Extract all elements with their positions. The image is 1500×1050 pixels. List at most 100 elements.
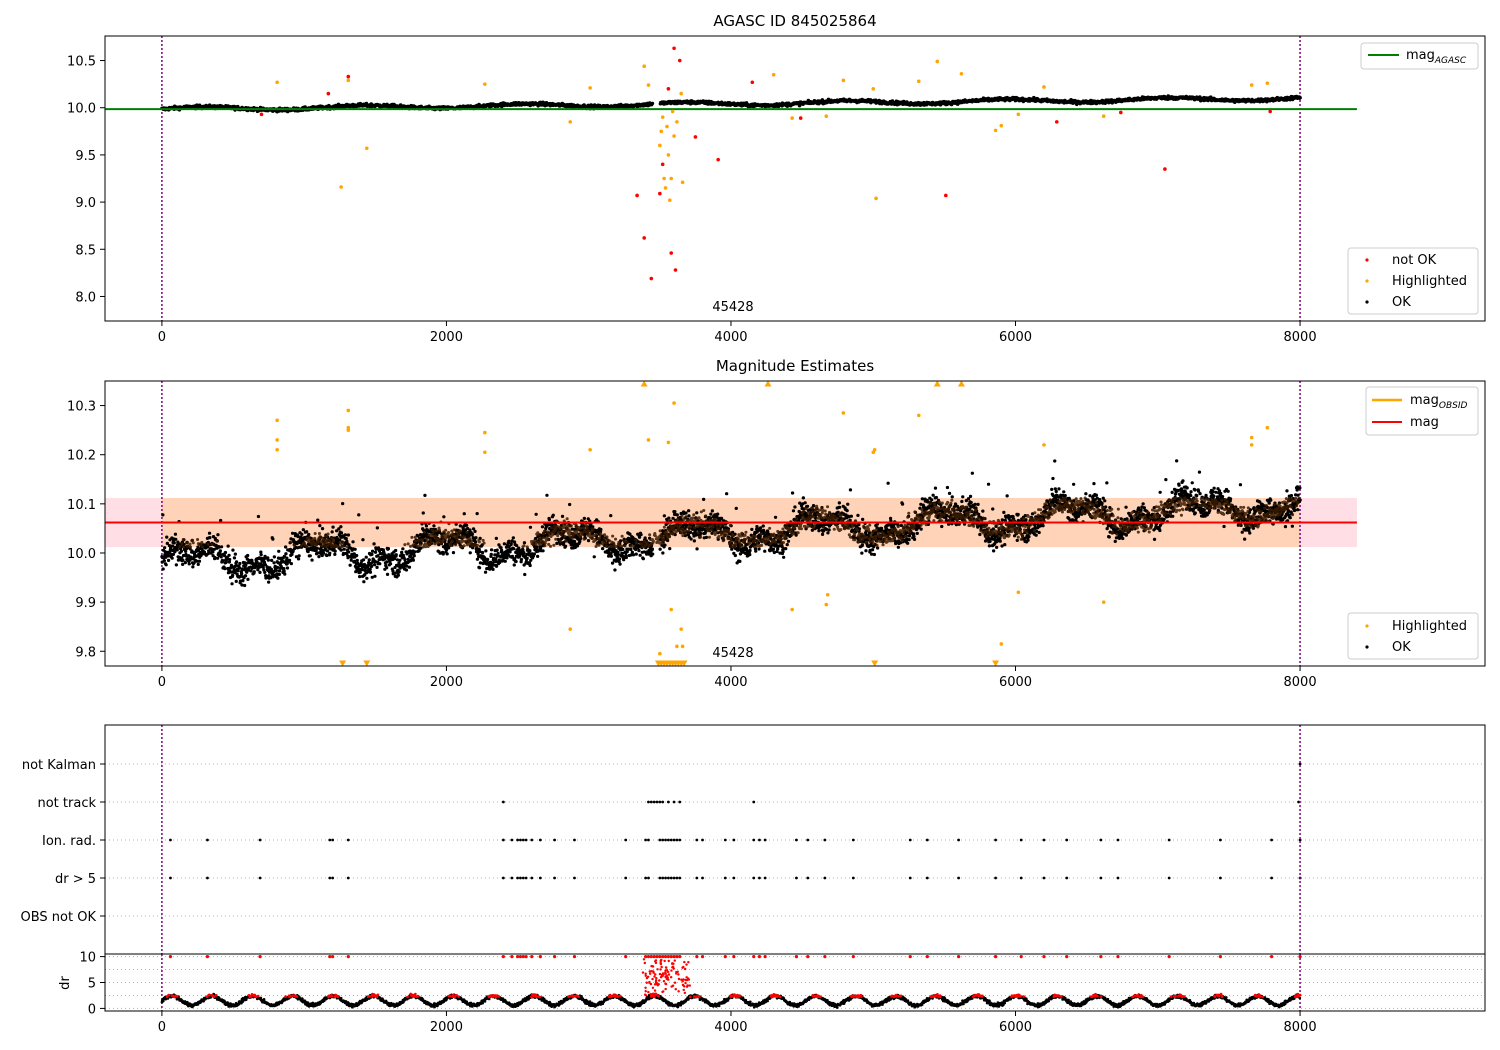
data-point [669, 251, 674, 255]
data-point [669, 607, 674, 612]
flag-point [752, 838, 756, 842]
data-point [764, 380, 772, 387]
legend2-highlighted-marker [1365, 624, 1369, 628]
data-point [483, 450, 487, 455]
data-point [823, 954, 827, 959]
ok-points-in-band [178, 496, 1301, 549]
flag-point [806, 838, 810, 842]
x-tick-label: 8000 [1284, 330, 1317, 345]
data-point [680, 644, 685, 649]
flag-point [723, 838, 727, 842]
x-tick-label: 2000 [430, 330, 463, 345]
panel-flags-plot [105, 725, 1485, 954]
flag-points-not-kalman [1298, 762, 1302, 766]
flag-label: Ion. rad. [42, 834, 96, 849]
data-point [1016, 112, 1021, 117]
flag-point [1116, 838, 1120, 842]
flag-point [649, 800, 653, 804]
data-point [646, 954, 651, 959]
panel-agasc-legend-mag: magAGASC [1360, 42, 1479, 70]
x-tick-label: 6000 [999, 1020, 1032, 1035]
data-point [275, 447, 279, 452]
flag-point [346, 876, 350, 880]
x-tick-label: 2000 [430, 675, 463, 690]
y-tick-label: 9.9 [75, 596, 96, 611]
flag-point [206, 838, 209, 842]
panel-agasc-ticks: 8.0 8.5 9.0 9.5 10.0 10.5 0 2000 4000 6000 8000 [67, 55, 1317, 345]
data-point [655, 954, 659, 959]
data-point [680, 180, 685, 185]
flag-point [701, 838, 704, 842]
data-point [824, 602, 829, 607]
flag-point [732, 876, 736, 880]
flag-points-not-track [501, 800, 1301, 804]
legend2-ok-marker [1365, 645, 1369, 649]
flag-point [994, 876, 997, 880]
data-point [328, 954, 332, 959]
flag-point [501, 876, 505, 880]
flag-point [1218, 876, 1222, 880]
dr-saturated-points [168, 954, 1302, 959]
data-point [806, 954, 810, 959]
flag-point [675, 876, 679, 880]
flag-point [538, 876, 542, 880]
flag-points-ion-rad- [169, 838, 1302, 842]
panel-dr-plot [105, 954, 1485, 1011]
data-point [515, 954, 520, 959]
dr-scatter-points [641, 958, 691, 997]
panel-magnitude-frame [104, 380, 1486, 667]
flag-point [658, 838, 662, 842]
y-tick-label: 10.1 [67, 498, 96, 513]
data-point [1163, 167, 1167, 171]
data-point [874, 196, 878, 201]
flag-points-dr-5 [169, 876, 1302, 880]
flag-point [516, 838, 519, 842]
flag-point [658, 876, 662, 880]
y-tick-label: 10.0 [67, 547, 96, 562]
flag-point [664, 876, 667, 880]
flag-point [501, 838, 505, 842]
flag-point [538, 838, 542, 842]
flag-point [994, 838, 997, 842]
flag-point [647, 800, 650, 804]
flag-point [624, 876, 628, 880]
data-point [658, 191, 662, 196]
data-point [568, 120, 573, 124]
series-not-ok [259, 46, 1272, 281]
data-point [841, 411, 846, 415]
flag-point [553, 838, 556, 842]
panel-agasc-legend-status: not OK Highlighted OK [1347, 247, 1479, 315]
legend-highlighted-marker [1365, 279, 1369, 283]
legend-highlighted-label: Highlighted [1392, 274, 1467, 289]
flag-point [258, 876, 262, 880]
x-tick-label: 0 [158, 675, 166, 690]
data-point [790, 607, 794, 612]
x-tick-label: 0 [158, 330, 166, 345]
y-tick-label: 0 [88, 1002, 96, 1017]
flag-point [647, 838, 650, 842]
x-tick-label: 6000 [999, 330, 1032, 345]
flag-point [655, 800, 659, 804]
data-point [957, 954, 961, 959]
legend-mag-agasc-label: magAGASC [1406, 48, 1467, 66]
flag-point [1270, 838, 1273, 842]
legend2-ok-label: OK [1392, 640, 1411, 655]
flag-point [1298, 762, 1302, 766]
flag-label: OBS not OK [21, 910, 97, 925]
data-point [757, 954, 762, 959]
data-point [1101, 600, 1106, 604]
data-point [672, 954, 676, 959]
data-point [646, 83, 651, 87]
flag-point [1099, 876, 1103, 880]
data-point [510, 954, 514, 959]
flag-point [661, 876, 665, 880]
data-point [275, 438, 279, 442]
flag-point [346, 838, 350, 842]
flag-point [666, 876, 670, 880]
flag-point [169, 876, 172, 880]
flag-point [723, 876, 727, 880]
panel-agasc-frame [104, 35, 1486, 322]
panel-agasc-annotation: 45428 [712, 300, 753, 315]
data-point [993, 128, 998, 133]
